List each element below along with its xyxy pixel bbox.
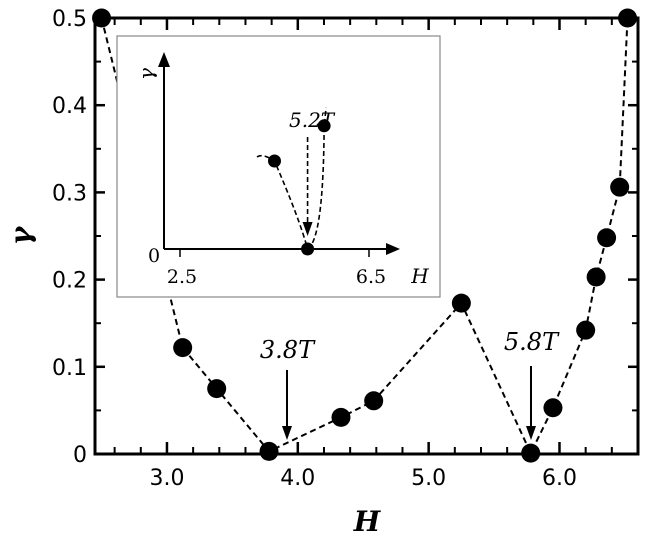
- x-tick-label: 3.0: [149, 466, 184, 491]
- y-tick-label: 0.2: [52, 269, 87, 294]
- data-point: [173, 338, 193, 358]
- annotation-arrowhead: [282, 426, 292, 440]
- inset-y-arrowhead: [158, 52, 170, 67]
- y-tick-label: 0.5: [52, 7, 87, 32]
- inset-x-tick-label: 6.5: [356, 266, 386, 288]
- x-tick-label: 4.0: [280, 466, 315, 491]
- series-line: [100, 17, 629, 456]
- y-tick-label: 0.4: [52, 94, 87, 119]
- data-point: [521, 443, 541, 463]
- inset-y-axis-title: γ: [134, 68, 158, 80]
- data-point: [543, 398, 563, 418]
- data-point: [364, 391, 384, 411]
- data-point: [451, 293, 471, 313]
- inset-data-point: [301, 242, 315, 256]
- main-annotations: 3.8T 5.8T: [260, 328, 560, 440]
- inset-curve-right: [307, 107, 327, 250]
- y-tick-label: 0.1: [52, 356, 87, 381]
- y-axis-title: γ: [4, 225, 37, 245]
- data-point: [610, 177, 630, 197]
- data-point: [92, 8, 112, 28]
- data-point: [331, 407, 351, 427]
- inset-annotation-label: 5.2T: [289, 108, 336, 132]
- annotation-arrowhead: [526, 426, 536, 440]
- data-point: [259, 441, 279, 461]
- y-axis-ticks: 0 0.1 0.2 0.3 0.4 0.5: [52, 7, 638, 468]
- y-tick-label: 0: [73, 443, 87, 468]
- main-series: [92, 8, 638, 463]
- data-point: [597, 228, 617, 248]
- y-tick-label: 0.3: [52, 181, 87, 206]
- data-point: [586, 267, 606, 287]
- inset-annotation-arrowhead: [302, 222, 313, 236]
- data-point: [618, 8, 638, 28]
- inset-plot: 2.5 6.5 0 Hγ 5.2T: [116, 35, 441, 298]
- annotation-label: 3.8T: [260, 336, 316, 364]
- x-tick-label: 5.0: [411, 466, 446, 491]
- annotation-label: 5.8T: [504, 328, 560, 356]
- inset-y-tick-label: 0: [148, 245, 160, 267]
- inset-x-tick-label: 2.5: [167, 266, 197, 288]
- x-axis-ticks: 3.0 4.0 5.0 6.0: [113, 18, 613, 491]
- inset-frame: [116, 35, 441, 298]
- data-point: [207, 379, 227, 399]
- data-point: [576, 320, 596, 340]
- inset-data-point: [317, 119, 331, 133]
- x-axis-title: H: [353, 505, 382, 538]
- inset-x-axis-title: H: [410, 264, 429, 288]
- inset-data-point: [268, 154, 281, 168]
- x-tick-label: 6.0: [542, 466, 577, 491]
- inset-x-arrowhead: [386, 243, 400, 255]
